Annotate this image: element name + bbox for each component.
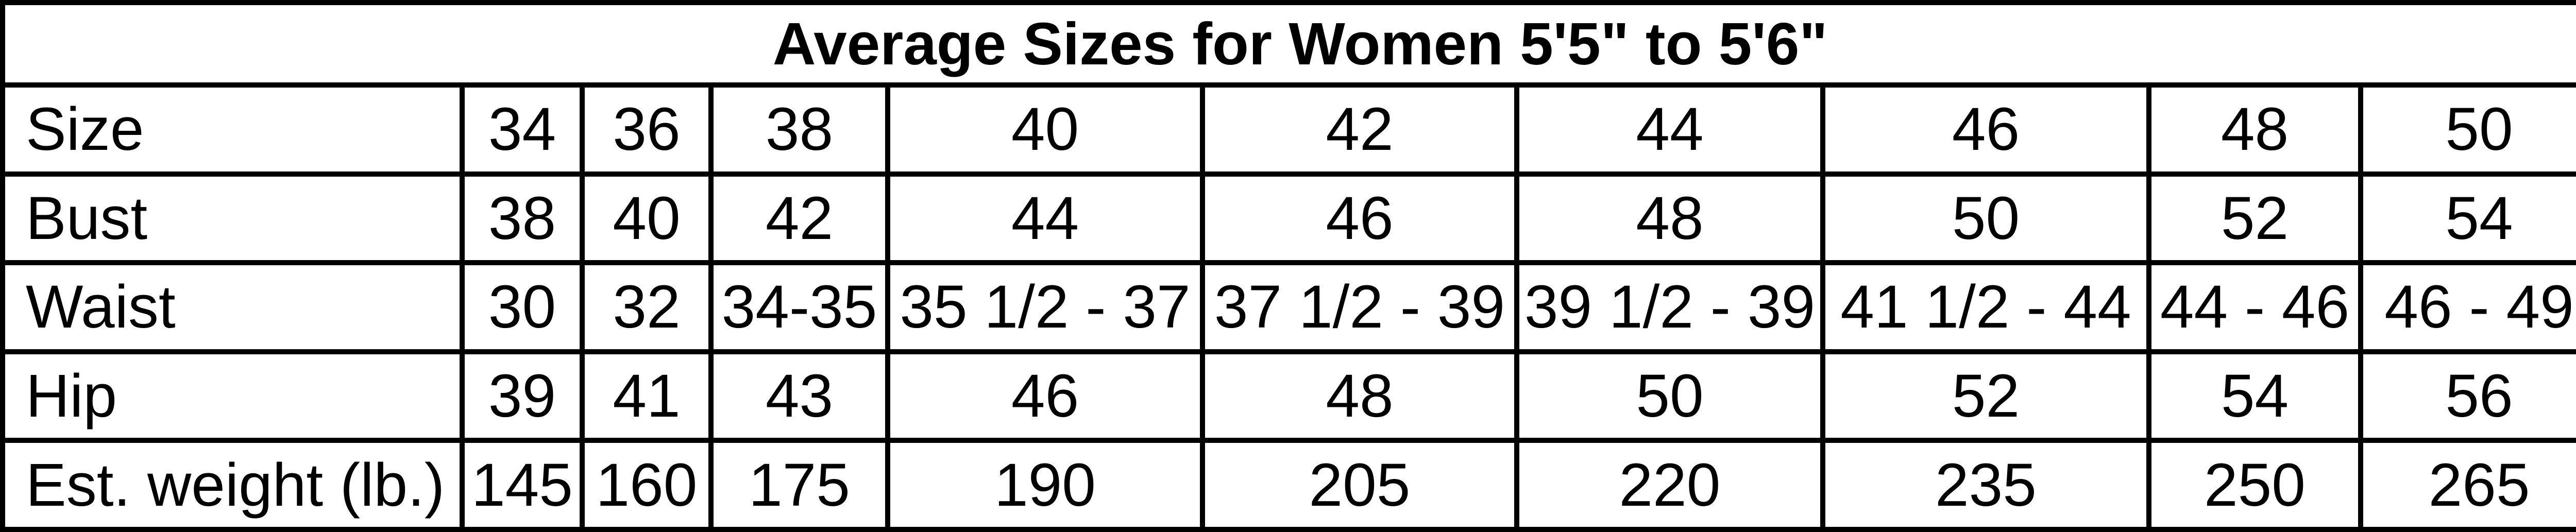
- table-cell: 175: [708, 438, 890, 532]
- table-cell: 39: [460, 349, 585, 443]
- table-cell: 220: [1514, 438, 1825, 532]
- table-cell: 39 1/2 - 39: [1514, 260, 1825, 354]
- table-row: Est. weight (lb.) 145 160 175 190 205 220 235 25…: [0, 438, 2576, 532]
- table-cell: 46: [1820, 82, 2151, 177]
- row-label: Est. weight (lb.): [0, 438, 465, 532]
- table-cell: 48: [2146, 82, 2363, 177]
- table-cell: 50: [1514, 349, 1825, 443]
- table-cell: 41: [580, 349, 714, 443]
- table-cell: 44: [885, 171, 1205, 266]
- title-row: Average Sizes for Women 5'5" to 5'6": [0, 0, 2576, 88]
- table-cell: 56: [2358, 349, 2576, 443]
- table-cell: 38: [460, 171, 585, 266]
- table-row: Hip 39 41 43 46 48 50 52 54 56: [0, 349, 2576, 443]
- table-cell: 265: [2358, 438, 2576, 532]
- table-cell: 46 - 49: [2358, 260, 2576, 354]
- table-cell: 160: [580, 438, 714, 532]
- table-cell: 38: [708, 82, 890, 177]
- row-label: Hip: [0, 349, 465, 443]
- table-cell: 48: [1514, 171, 1825, 266]
- table-cell: 40: [580, 171, 714, 266]
- table-cell: 32: [580, 260, 714, 354]
- table-cell: 35 1/2 - 37: [885, 260, 1205, 354]
- row-label: Bust: [0, 171, 465, 266]
- table-row: Size 34 36 38 40 42 44 46 48 50: [0, 82, 2576, 177]
- row-label: Size: [0, 82, 465, 177]
- table-cell: 52: [1820, 349, 2151, 443]
- table-cell: 250: [2146, 438, 2363, 532]
- row-label: Waist: [0, 260, 465, 354]
- table-row: Waist 30 32 34-35 35 1/2 - 37 37 1/2 - 39 39 1…: [0, 260, 2576, 354]
- table-row: Bust 38 40 42 44 46 48 50 52 54: [0, 171, 2576, 266]
- table-cell: 36: [580, 82, 714, 177]
- table-cell: 30: [460, 260, 585, 354]
- table-cell: 54: [2146, 349, 2363, 443]
- table-cell: 44: [1514, 82, 1825, 177]
- table-cell: 42: [1200, 82, 1519, 177]
- table-cell: 40: [885, 82, 1205, 177]
- table-cell: 52: [2146, 171, 2363, 266]
- table-cell: 46: [1200, 171, 1519, 266]
- table-cell: 34: [460, 82, 585, 177]
- table-cell: 41 1/2 - 44: [1820, 260, 2151, 354]
- table-cell: 37 1/2 - 39: [1200, 260, 1519, 354]
- table-cell: 44 - 46: [2146, 260, 2363, 354]
- table-cell: 42: [708, 171, 890, 266]
- table-cell: 54: [2358, 171, 2576, 266]
- table-cell: 235: [1820, 438, 2151, 532]
- table-cell: 34-35: [708, 260, 890, 354]
- table-cell: 46: [885, 349, 1205, 443]
- table-title: Average Sizes for Women 5'5" to 5'6": [0, 0, 2576, 88]
- table-cell: 190: [885, 438, 1205, 532]
- table-cell: 50: [2358, 82, 2576, 177]
- table-cell: 145: [460, 438, 585, 532]
- table-cell: 48: [1200, 349, 1519, 443]
- table-cell: 50: [1820, 171, 2151, 266]
- table-cell: 205: [1200, 438, 1519, 532]
- table-cell: 43: [708, 349, 890, 443]
